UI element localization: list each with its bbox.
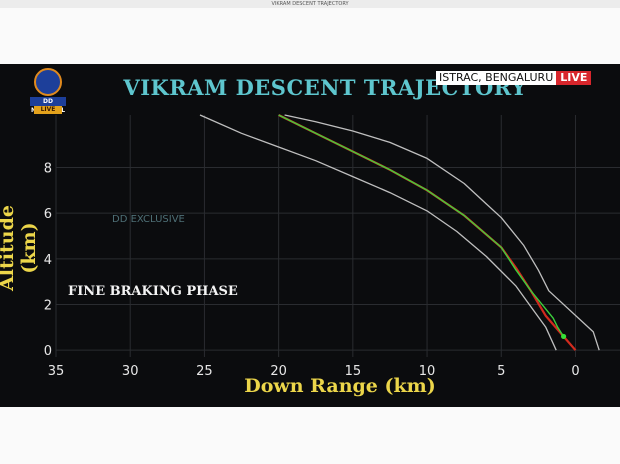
watermark: DD EXCLUSIVE [112,214,185,225]
x-tick-label: 5 [497,364,505,379]
channel-logo-emblem-icon [34,68,62,96]
x-tick-label: 15 [345,364,362,379]
y-tick-label: 6 [44,207,52,222]
series-line-envelope [284,114,600,351]
channel-logo: DD NATIONAL LIVE [30,68,66,114]
lander-position-dot [561,333,567,340]
x-tick-label: 25 [196,364,213,379]
x-tick-label: 20 [270,364,287,379]
channel-logo-text: DD NATIONAL [30,97,66,114]
phase-annotation: FINE BRAKING PHASE [68,284,238,299]
y-tick-label: 8 [44,162,52,177]
series-line-envelope [199,114,557,351]
channel-logo-live: LIVE [34,106,62,114]
y-tick-label: 2 [44,298,52,313]
x-tick-label: 35 [48,364,65,379]
x-tick-label: 0 [571,364,579,379]
window-caption-bar: VIKRAM DESCENT TRAJECTORY [0,0,620,8]
y-axis-label: Altitude (km) [0,205,40,291]
location-name: ISTRAC, BENGALURU [436,71,557,85]
location-badge: ISTRAC, BENGALURU LIVE [436,71,592,85]
series-line-actual [278,114,565,337]
x-tick-label: 10 [419,364,436,379]
y-tick-label: 4 [44,253,52,268]
live-badge: LIVE [556,71,592,85]
window-caption: VIKRAM DESCENT TRAJECTORY [271,1,349,7]
y-tick-label: 0 [44,344,52,359]
x-axis-label: Down Range (km) [244,375,436,397]
x-tick-label: 30 [122,364,139,379]
